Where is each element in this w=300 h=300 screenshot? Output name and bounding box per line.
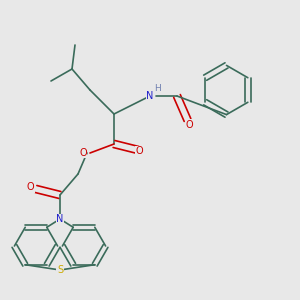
Text: O: O (136, 146, 143, 157)
Text: O: O (80, 148, 87, 158)
Text: N: N (146, 91, 154, 101)
Text: O: O (27, 182, 34, 193)
Text: H: H (154, 84, 161, 93)
Text: O: O (185, 119, 193, 130)
Text: N: N (56, 214, 64, 224)
Text: S: S (57, 265, 63, 275)
